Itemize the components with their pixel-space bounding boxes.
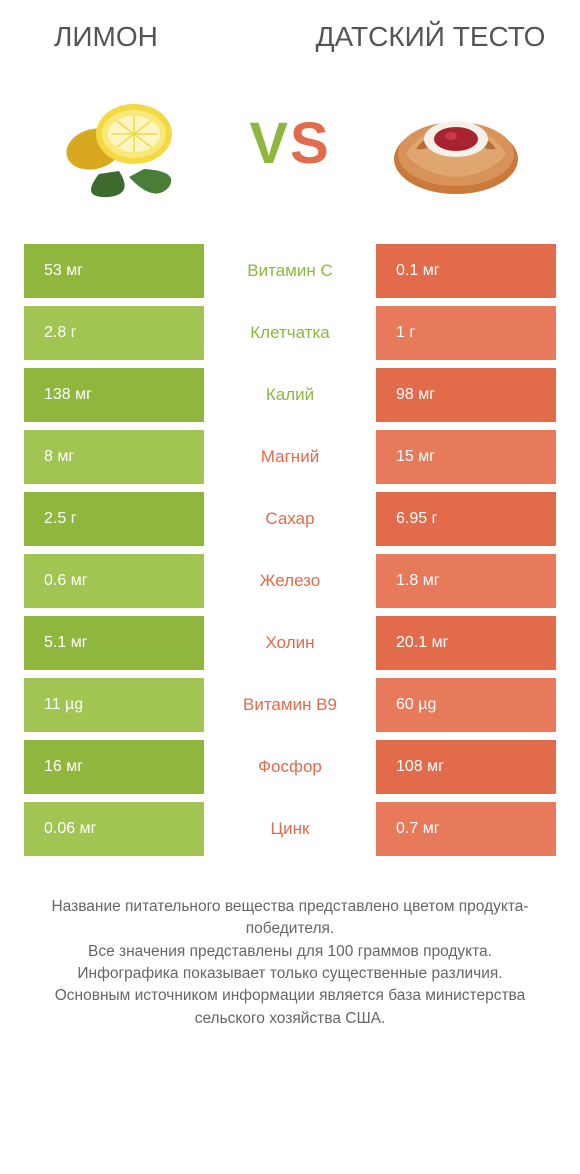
left-product-title: ЛИМОН <box>24 20 305 54</box>
nutrient-label: Цинк <box>204 802 376 856</box>
right-value: 98 мг <box>376 368 556 422</box>
table-row: 0.6 мгЖелезо1.8 мг <box>24 554 556 608</box>
vs-label: VS <box>249 110 330 177</box>
right-value: 1 г <box>376 306 556 360</box>
nutrient-label: Магний <box>204 430 376 484</box>
table-row: 2.5 гСахар6.95 г <box>24 492 556 546</box>
header: ЛИМОН ДАТСКИЙ ТЕСТО <box>24 20 556 54</box>
left-value: 0.6 мг <box>24 554 204 608</box>
table-row: 11 µgВитамин B960 µg <box>24 678 556 732</box>
pastry-icon <box>366 74 546 214</box>
left-value: 11 µg <box>24 678 204 732</box>
left-value: 138 мг <box>24 368 204 422</box>
nutrient-label: Клетчатка <box>204 306 376 360</box>
vs-v: V <box>249 111 290 176</box>
left-value: 5.1 мг <box>24 616 204 670</box>
right-value: 1.8 мг <box>376 554 556 608</box>
right-value: 0.1 мг <box>376 244 556 298</box>
left-value: 53 мг <box>24 244 204 298</box>
right-value: 6.95 г <box>376 492 556 546</box>
nutrient-label: Витамин C <box>204 244 376 298</box>
nutrient-label: Сахар <box>204 492 376 546</box>
table-row: 0.06 мгЦинк0.7 мг <box>24 802 556 856</box>
left-value: 2.5 г <box>24 492 204 546</box>
nutrient-label: Калий <box>204 368 376 422</box>
right-value: 0.7 мг <box>376 802 556 856</box>
footer-line: Основным источником информации является … <box>34 985 546 1030</box>
left-value: 16 мг <box>24 740 204 794</box>
right-value: 108 мг <box>376 740 556 794</box>
lemon-icon <box>34 74 214 214</box>
right-product-title: ДАТСКИЙ ТЕСТО <box>305 20 556 54</box>
left-value: 8 мг <box>24 430 204 484</box>
footer-notes: Название питательного вещества представл… <box>24 896 556 1031</box>
right-value: 60 µg <box>376 678 556 732</box>
left-value: 0.06 мг <box>24 802 204 856</box>
table-row: 2.8 гКлетчатка1 г <box>24 306 556 360</box>
hero-row: VS <box>24 74 556 214</box>
footer-line: Название питательного вещества представл… <box>34 896 546 941</box>
table-row: 16 мгФосфор108 мг <box>24 740 556 794</box>
nutrient-label: Холин <box>204 616 376 670</box>
vs-s: S <box>290 111 331 176</box>
table-row: 53 мгВитамин C0.1 мг <box>24 244 556 298</box>
table-row: 5.1 мгХолин20.1 мг <box>24 616 556 670</box>
table-row: 138 мгКалий98 мг <box>24 368 556 422</box>
nutrient-label: Витамин B9 <box>204 678 376 732</box>
nutrient-label: Железо <box>204 554 376 608</box>
table-row: 8 мгМагний15 мг <box>24 430 556 484</box>
footer-line: Инфографика показывает только существенн… <box>34 963 546 985</box>
comparison-table: 53 мгВитамин C0.1 мг 2.8 гКлетчатка1 г 138… <box>24 244 556 856</box>
left-value: 2.8 г <box>24 306 204 360</box>
right-value: 20.1 мг <box>376 616 556 670</box>
right-value: 15 мг <box>376 430 556 484</box>
nutrient-label: Фосфор <box>204 740 376 794</box>
footer-line: Все значения представлены для 100 граммо… <box>34 941 546 963</box>
